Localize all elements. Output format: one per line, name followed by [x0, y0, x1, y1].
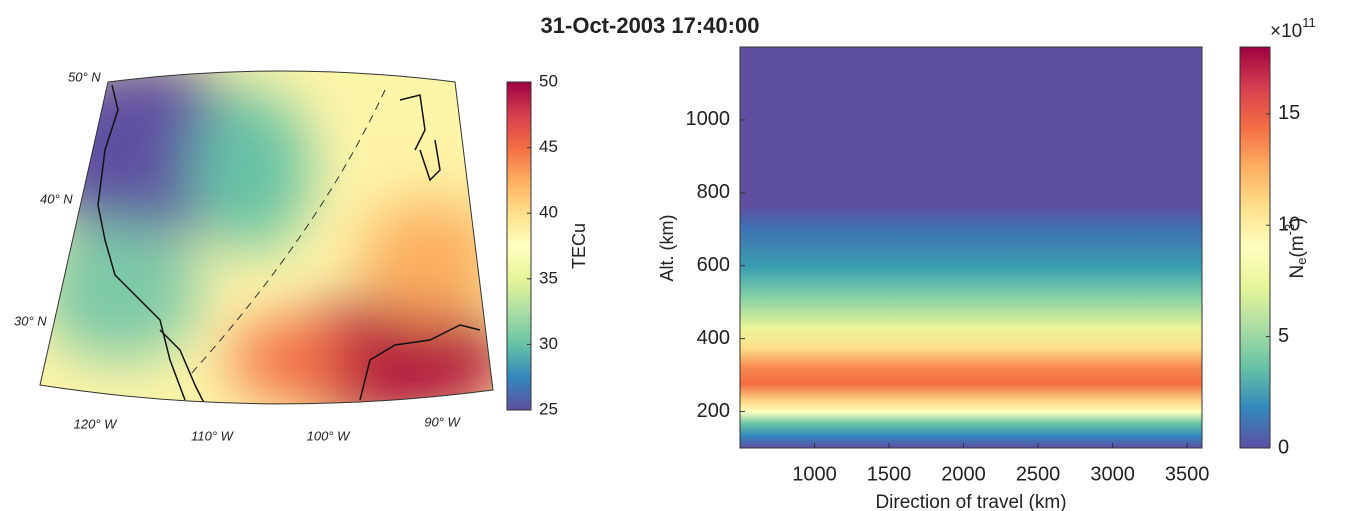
x-tick-label: 3000 — [1090, 463, 1135, 485]
lon-label: 90° W — [424, 414, 461, 429]
colorbar — [506, 81, 532, 411]
colorbar-tick-label: 25 — [539, 399, 558, 418]
lon-label: 110° W — [191, 428, 235, 443]
scale-part: ×10 — [1270, 21, 1302, 42]
colorbar-tick-label: 30 — [539, 334, 558, 353]
y-tick-label: 600 — [697, 254, 730, 276]
x-tick-label: 2500 — [1016, 463, 1061, 485]
colorbar-label: TECu — [569, 223, 589, 269]
colorbar — [1239, 46, 1271, 449]
scale-part: 11 — [1302, 15, 1316, 30]
colorbar-tick-label: 0 — [1278, 436, 1289, 458]
lon-label: 100° W — [307, 428, 352, 443]
colorbar-tick-label: 10 — [1278, 214, 1300, 236]
colorbar-tick-label: 50 — [539, 71, 558, 90]
x-tick-label: 1000 — [792, 463, 837, 485]
x-tick-label: 3500 — [1165, 463, 1210, 485]
colorbar-tick-label: 35 — [539, 268, 558, 287]
label-part: ) — [1287, 217, 1308, 223]
label-part: e — [1294, 258, 1309, 265]
colorbar-scale: ×1011 — [1270, 15, 1316, 42]
y-tick-label: 800 — [697, 181, 730, 203]
figure-title: 31-Oct-2003 17:40:00 — [541, 13, 760, 38]
colorbar-label: Ne(m-3) — [1282, 217, 1309, 278]
colorbar-tick-label: 5 — [1278, 325, 1289, 347]
lat-label: 30° N — [14, 313, 47, 328]
colorbar-tick-label: 15 — [1278, 102, 1300, 124]
map-field — [40, 71, 493, 404]
y-tick-label: 200 — [697, 400, 730, 422]
label-part: -3 — [1282, 224, 1297, 236]
map-frame — [39, 70, 494, 405]
label-part: N — [1287, 265, 1308, 279]
contour-field — [739, 46, 1203, 449]
y-axis-label: Alt. (km) — [657, 215, 677, 282]
colorbar-tick-label: 45 — [539, 137, 558, 156]
colorbar-tick-label: 40 — [539, 203, 558, 222]
x-tick-label: 1500 — [867, 463, 912, 485]
x-tick-label: 2000 — [941, 463, 986, 485]
x-axis-label: Direction of travel (km) — [875, 492, 1066, 511]
lat-label: 50° N — [68, 69, 101, 84]
label-part: (m — [1287, 235, 1308, 257]
y-tick-label: 400 — [697, 327, 730, 349]
y-tick-label: 1000 — [686, 108, 731, 130]
lon-label: 120° W — [74, 416, 119, 431]
lat-label: 40° N — [40, 191, 73, 206]
